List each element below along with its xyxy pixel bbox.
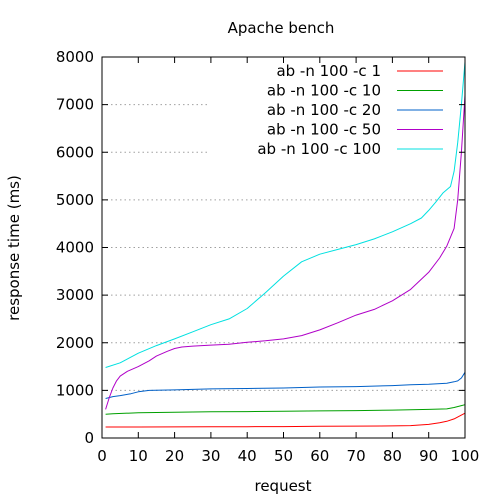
y-tick-label: 0 [84, 429, 94, 447]
x-tick-label: 40 [238, 447, 257, 465]
legend-label: ab -n 100 -c 10 [267, 82, 381, 100]
chart-title: Apache bench [228, 19, 335, 37]
legend-label: ab -n 100 -c 50 [267, 121, 381, 139]
y-tick-label: 2000 [56, 334, 94, 352]
x-tick-label: 70 [347, 447, 366, 465]
x-tick-label: 10 [129, 447, 148, 465]
y-tick-label: 7000 [56, 96, 94, 114]
legend-label: ab -n 100 -c 20 [267, 101, 381, 119]
y-tick-label: 5000 [56, 191, 94, 209]
x-tick-label: 50 [274, 447, 293, 465]
series-line-2 [106, 405, 465, 415]
legend-label: ab -n 100 -c 100 [257, 140, 381, 158]
y-axis-label: response time (ms) [5, 175, 23, 321]
legend-label: ab -n 100 -c 1 [276, 62, 381, 80]
y-tick-label: 4000 [56, 239, 94, 257]
x-tick-label: 90 [419, 447, 438, 465]
y-tick-label: 3000 [56, 286, 94, 304]
y-tick-label: 6000 [56, 143, 94, 161]
series-line-1 [106, 413, 465, 427]
x-axis-label: request [254, 477, 311, 495]
y-tick-label: 8000 [56, 48, 94, 66]
y-tick-label: 1000 [56, 381, 94, 399]
series-line-3 [106, 372, 465, 398]
x-tick-label: 100 [451, 447, 480, 465]
x-tick-label: 30 [201, 447, 220, 465]
x-tick-label: 80 [383, 447, 402, 465]
x-tick-label: 20 [165, 447, 184, 465]
x-tick-label: 60 [310, 447, 329, 465]
x-tick-label: 0 [97, 447, 107, 465]
